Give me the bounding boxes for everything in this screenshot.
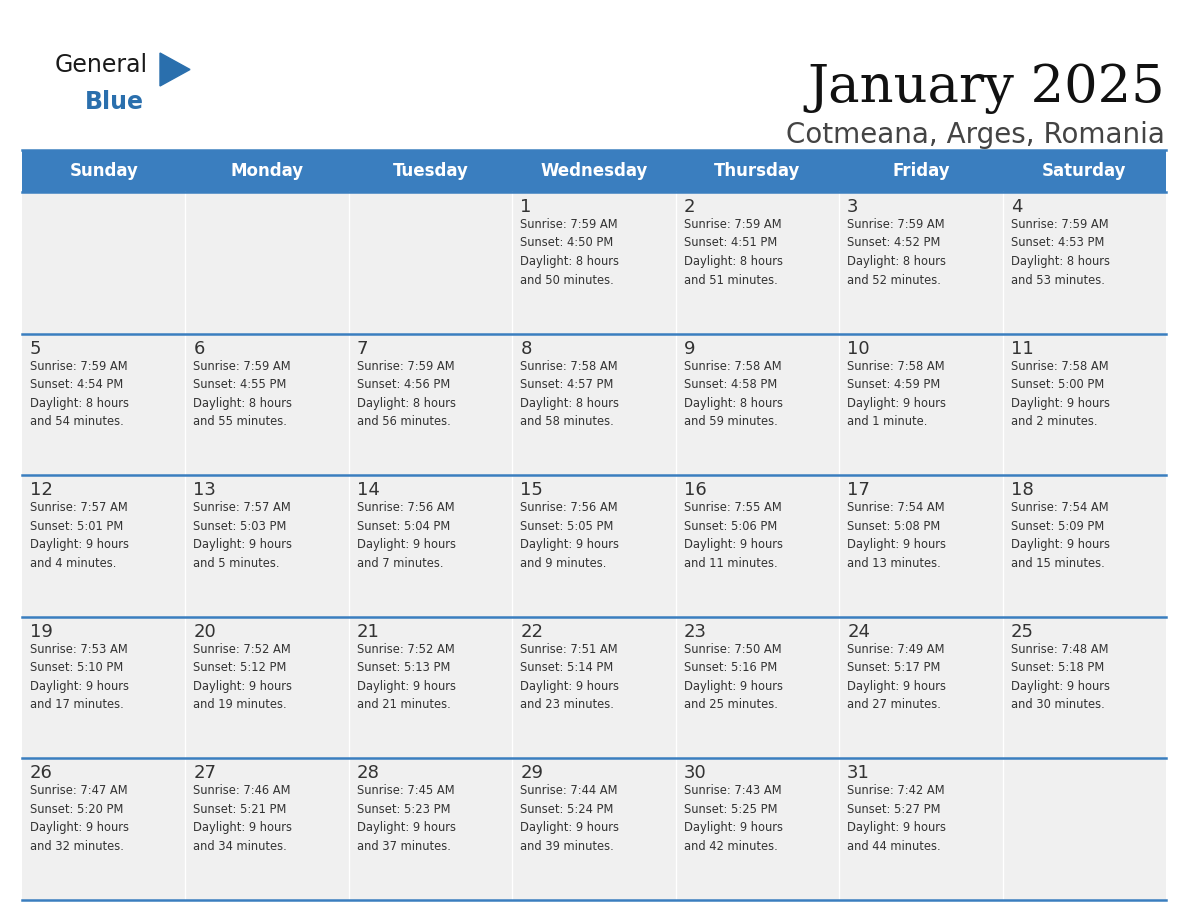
Text: Sunrise: 7:56 AM
Sunset: 5:05 PM
Daylight: 9 hours
and 9 minutes.: Sunrise: 7:56 AM Sunset: 5:05 PM Dayligh… [520,501,619,570]
Text: 7: 7 [356,340,368,358]
Bar [23,476,1165,617]
Text: 1: 1 [520,198,532,216]
Text: 6: 6 [194,340,204,358]
Text: Sunrise: 7:46 AM
Sunset: 5:21 PM
Daylight: 9 hours
and 34 minutes.: Sunrise: 7:46 AM Sunset: 5:21 PM Dayligh… [194,784,292,853]
Text: 11: 11 [1011,340,1034,358]
Text: Cotmeana, Arges, Romania: Cotmeana, Arges, Romania [786,121,1165,149]
Text: 3: 3 [847,198,859,216]
Bar [23,617,1165,758]
Text: 24: 24 [847,622,870,641]
Bar [23,758,1165,900]
Text: Sunrise: 7:42 AM
Sunset: 5:27 PM
Daylight: 9 hours
and 44 minutes.: Sunrise: 7:42 AM Sunset: 5:27 PM Dayligh… [847,784,946,853]
Text: Sunrise: 7:53 AM
Sunset: 5:10 PM
Daylight: 9 hours
and 17 minutes.: Sunrise: 7:53 AM Sunset: 5:10 PM Dayligh… [30,643,129,711]
Bar [23,192,1165,333]
Text: Sunrise: 7:58 AM
Sunset: 4:59 PM
Daylight: 9 hours
and 1 minute.: Sunrise: 7:58 AM Sunset: 4:59 PM Dayligh… [847,360,946,428]
Text: Sunrise: 7:47 AM
Sunset: 5:20 PM
Daylight: 9 hours
and 32 minutes.: Sunrise: 7:47 AM Sunset: 5:20 PM Dayligh… [30,784,129,853]
Text: Sunrise: 7:45 AM
Sunset: 5:23 PM
Daylight: 9 hours
and 37 minutes.: Sunrise: 7:45 AM Sunset: 5:23 PM Dayligh… [356,784,456,853]
Text: 21: 21 [356,622,380,641]
Text: Sunrise: 7:59 AM
Sunset: 4:55 PM
Daylight: 8 hours
and 55 minutes.: Sunrise: 7:59 AM Sunset: 4:55 PM Dayligh… [194,360,292,428]
Text: Sunrise: 7:59 AM
Sunset: 4:53 PM
Daylight: 8 hours
and 53 minutes.: Sunrise: 7:59 AM Sunset: 4:53 PM Dayligh… [1011,218,1110,286]
Text: Sunrise: 7:54 AM
Sunset: 5:08 PM
Daylight: 9 hours
and 13 minutes.: Sunrise: 7:54 AM Sunset: 5:08 PM Dayligh… [847,501,946,570]
Text: Sunrise: 7:59 AM
Sunset: 4:50 PM
Daylight: 8 hours
and 50 minutes.: Sunrise: 7:59 AM Sunset: 4:50 PM Dayligh… [520,218,619,286]
Text: Sunrise: 7:52 AM
Sunset: 5:12 PM
Daylight: 9 hours
and 19 minutes.: Sunrise: 7:52 AM Sunset: 5:12 PM Dayligh… [194,643,292,711]
Text: 27: 27 [194,765,216,782]
Text: 23: 23 [684,622,707,641]
Bar [23,150,1165,192]
Text: Sunrise: 7:59 AM
Sunset: 4:54 PM
Daylight: 8 hours
and 54 minutes.: Sunrise: 7:59 AM Sunset: 4:54 PM Dayligh… [30,360,129,428]
Text: 28: 28 [356,765,380,782]
Text: Tuesday: Tuesday [392,162,468,180]
Text: Friday: Friday [892,162,949,180]
Text: Sunrise: 7:58 AM
Sunset: 5:00 PM
Daylight: 9 hours
and 2 minutes.: Sunrise: 7:58 AM Sunset: 5:00 PM Dayligh… [1011,360,1110,428]
Text: Sunrise: 7:57 AM
Sunset: 5:03 PM
Daylight: 9 hours
and 5 minutes.: Sunrise: 7:57 AM Sunset: 5:03 PM Dayligh… [194,501,292,570]
Text: Sunrise: 7:49 AM
Sunset: 5:17 PM
Daylight: 9 hours
and 27 minutes.: Sunrise: 7:49 AM Sunset: 5:17 PM Dayligh… [847,643,946,711]
Text: Sunrise: 7:57 AM
Sunset: 5:01 PM
Daylight: 9 hours
and 4 minutes.: Sunrise: 7:57 AM Sunset: 5:01 PM Dayligh… [30,501,129,570]
Text: 14: 14 [356,481,380,499]
Text: 22: 22 [520,622,543,641]
Text: Sunrise: 7:48 AM
Sunset: 5:18 PM
Daylight: 9 hours
and 30 minutes.: Sunrise: 7:48 AM Sunset: 5:18 PM Dayligh… [1011,643,1110,711]
Text: Blue: Blue [86,90,144,114]
Text: 17: 17 [847,481,870,499]
Text: Saturday: Saturday [1042,162,1126,180]
Text: Sunrise: 7:52 AM
Sunset: 5:13 PM
Daylight: 9 hours
and 21 minutes.: Sunrise: 7:52 AM Sunset: 5:13 PM Dayligh… [356,643,456,711]
Text: 5: 5 [30,340,42,358]
Polygon shape [160,53,190,86]
Text: 20: 20 [194,622,216,641]
Text: 31: 31 [847,765,870,782]
Text: 26: 26 [30,765,53,782]
Text: Sunrise: 7:51 AM
Sunset: 5:14 PM
Daylight: 9 hours
and 23 minutes.: Sunrise: 7:51 AM Sunset: 5:14 PM Dayligh… [520,643,619,711]
Text: General: General [55,53,148,77]
Text: 30: 30 [684,765,707,782]
Text: 2: 2 [684,198,695,216]
Text: Sunrise: 7:56 AM
Sunset: 5:04 PM
Daylight: 9 hours
and 7 minutes.: Sunrise: 7:56 AM Sunset: 5:04 PM Dayligh… [356,501,456,570]
Text: January 2025: January 2025 [808,63,1165,114]
Text: 13: 13 [194,481,216,499]
Text: Sunrise: 7:58 AM
Sunset: 4:58 PM
Daylight: 8 hours
and 59 minutes.: Sunrise: 7:58 AM Sunset: 4:58 PM Dayligh… [684,360,783,428]
Text: Sunrise: 7:58 AM
Sunset: 4:57 PM
Daylight: 8 hours
and 58 minutes.: Sunrise: 7:58 AM Sunset: 4:57 PM Dayligh… [520,360,619,428]
Text: 8: 8 [520,340,532,358]
Text: Wednesday: Wednesday [541,162,647,180]
Text: 12: 12 [30,481,53,499]
Text: 29: 29 [520,765,543,782]
Text: Sunrise: 7:44 AM
Sunset: 5:24 PM
Daylight: 9 hours
and 39 minutes.: Sunrise: 7:44 AM Sunset: 5:24 PM Dayligh… [520,784,619,853]
Text: Sunrise: 7:59 AM
Sunset: 4:52 PM
Daylight: 8 hours
and 52 minutes.: Sunrise: 7:59 AM Sunset: 4:52 PM Dayligh… [847,218,946,286]
Text: Sunday: Sunday [69,162,138,180]
Text: Sunrise: 7:59 AM
Sunset: 4:56 PM
Daylight: 8 hours
and 56 minutes.: Sunrise: 7:59 AM Sunset: 4:56 PM Dayligh… [356,360,456,428]
Text: Sunrise: 7:55 AM
Sunset: 5:06 PM
Daylight: 9 hours
and 11 minutes.: Sunrise: 7:55 AM Sunset: 5:06 PM Dayligh… [684,501,783,570]
Text: Monday: Monday [230,162,304,180]
Text: 18: 18 [1011,481,1034,499]
Bar [23,333,1165,476]
Text: Sunrise: 7:54 AM
Sunset: 5:09 PM
Daylight: 9 hours
and 15 minutes.: Sunrise: 7:54 AM Sunset: 5:09 PM Dayligh… [1011,501,1110,570]
Text: Sunrise: 7:59 AM
Sunset: 4:51 PM
Daylight: 8 hours
and 51 minutes.: Sunrise: 7:59 AM Sunset: 4:51 PM Dayligh… [684,218,783,286]
Text: 19: 19 [30,622,53,641]
Text: 10: 10 [847,340,870,358]
Text: 16: 16 [684,481,707,499]
Text: Sunrise: 7:50 AM
Sunset: 5:16 PM
Daylight: 9 hours
and 25 minutes.: Sunrise: 7:50 AM Sunset: 5:16 PM Dayligh… [684,643,783,711]
Text: 15: 15 [520,481,543,499]
Text: Sunrise: 7:43 AM
Sunset: 5:25 PM
Daylight: 9 hours
and 42 minutes.: Sunrise: 7:43 AM Sunset: 5:25 PM Dayligh… [684,784,783,853]
Text: Thursday: Thursday [714,162,801,180]
Text: 4: 4 [1011,198,1022,216]
Text: 25: 25 [1011,622,1034,641]
Text: 9: 9 [684,340,695,358]
